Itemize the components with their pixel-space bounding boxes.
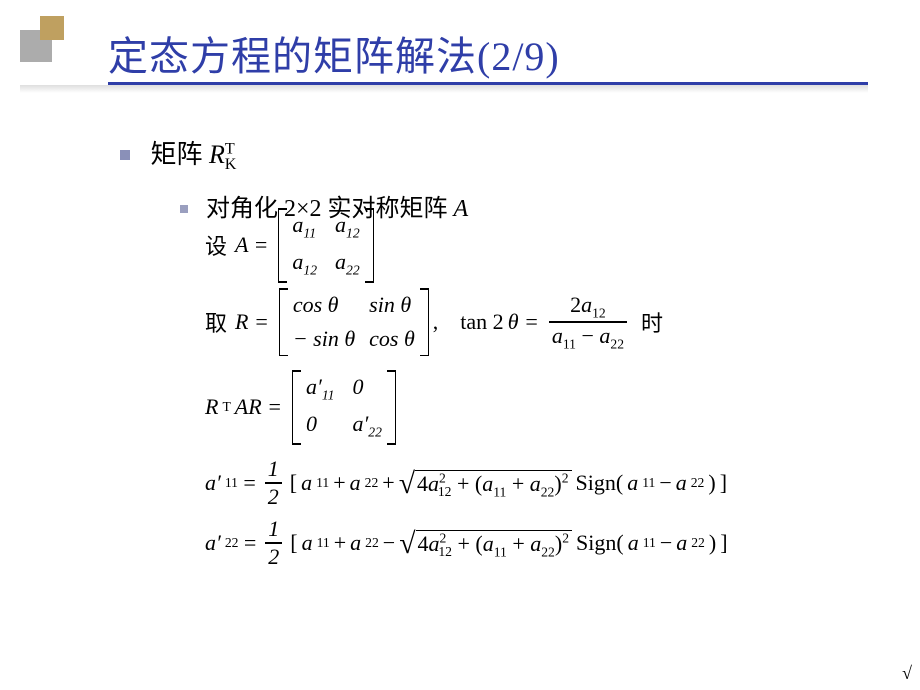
eq-a22-prime: a′22 = 1 2 [ a11 + a22 − √4a212 + (a11 +…	[205, 516, 728, 570]
sym-R-main: R	[209, 140, 225, 169]
eqR-tail: 时	[641, 306, 663, 338]
symbol-R: RTK	[209, 140, 236, 169]
eqRAR-sup: T	[222, 399, 230, 415]
sym-R-sub: K	[225, 156, 237, 173]
eqA-prefix: 设	[205, 229, 227, 261]
eqR-lhs: R =	[235, 309, 269, 335]
eqR-prefix: 取	[205, 306, 227, 338]
sym-R-sup: T	[225, 140, 235, 157]
symbol-A: A	[454, 196, 469, 222]
eqR-theta: θ =	[508, 309, 539, 335]
eq-R-matrix: 取 R = cos θ sin θ − sin θ cos θ , tan 2θ…	[205, 288, 663, 356]
slide-title: 定态方程的矩阵解法(2/9)	[108, 24, 560, 82]
title-shadow	[20, 85, 868, 93]
corner-square-gold	[40, 16, 64, 40]
bracket-left	[278, 208, 286, 283]
eq-A-matrix: 设 A = a11 a12 a12 a22	[205, 208, 374, 283]
eqR-tan: tan 2	[460, 309, 503, 335]
footer-check-icon: √	[902, 663, 912, 684]
bullet-level1: 矩阵 RTK	[120, 134, 468, 174]
eq-a11-prime: a′11 = 1 2 [ a11 + a22 + √4a212 + (a11 +…	[205, 456, 727, 510]
bracket-right	[366, 208, 374, 283]
eqRAR-mid: AR =	[235, 394, 282, 420]
eqRAR-R: R	[205, 394, 218, 420]
bullet1-text: 矩阵	[151, 140, 210, 169]
eq-RAR: RTAR = a′11 0 0 a′22	[205, 370, 396, 445]
eqR-comma: ,	[433, 309, 439, 335]
eqA-lhs: A =	[235, 232, 268, 258]
